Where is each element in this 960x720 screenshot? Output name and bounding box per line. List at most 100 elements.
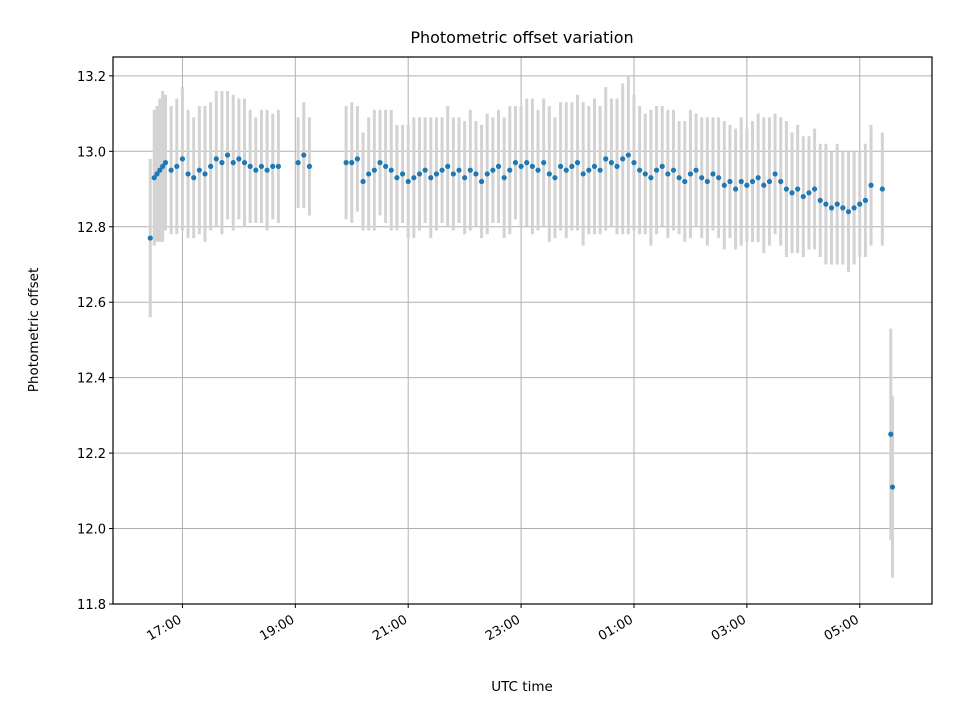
data-point bbox=[366, 171, 372, 177]
data-point bbox=[208, 163, 214, 169]
data-point bbox=[603, 156, 609, 162]
data-point bbox=[383, 163, 389, 169]
x-tick-label: 01:00 bbox=[596, 612, 636, 644]
data-point bbox=[462, 175, 468, 181]
data-point bbox=[817, 197, 823, 203]
data-point bbox=[857, 201, 863, 207]
data-point bbox=[241, 160, 248, 166]
data-point bbox=[518, 163, 524, 169]
data-point bbox=[478, 178, 485, 185]
data-point bbox=[557, 163, 564, 169]
data-point bbox=[738, 178, 744, 185]
data-point bbox=[772, 171, 778, 177]
data-point bbox=[264, 167, 270, 173]
data-point bbox=[529, 163, 535, 169]
data-point bbox=[456, 167, 462, 173]
x-axis-ticks: 17:00 19:00 21:00 23:00 01:00 03:00 05:00 bbox=[144, 604, 862, 644]
data-point bbox=[569, 163, 575, 169]
y-tick-label: 13.0 bbox=[77, 145, 106, 160]
data-point bbox=[727, 178, 733, 185]
data-point bbox=[755, 175, 761, 181]
data-point bbox=[749, 178, 756, 185]
data-point bbox=[168, 167, 174, 173]
data-point bbox=[806, 190, 812, 196]
y-tick-label: 12.4 bbox=[77, 372, 106, 387]
data-point bbox=[162, 160, 169, 166]
data-point bbox=[676, 175, 682, 181]
data-point bbox=[608, 160, 614, 166]
data-point bbox=[388, 167, 394, 173]
x-tick-label: 23:00 bbox=[483, 612, 523, 644]
x-tick-label: 19:00 bbox=[257, 612, 297, 644]
data-point bbox=[637, 167, 643, 173]
data-point bbox=[202, 171, 208, 177]
data-point bbox=[541, 160, 547, 166]
data-point bbox=[524, 160, 530, 166]
y-tick-label: 12.0 bbox=[77, 523, 106, 538]
data-point bbox=[682, 178, 688, 185]
data-point bbox=[253, 167, 259, 173]
y-axis-label: Photometric offset bbox=[26, 268, 42, 392]
data-point bbox=[761, 182, 767, 188]
data-point bbox=[473, 171, 479, 177]
data-point bbox=[665, 171, 671, 177]
data-point bbox=[174, 163, 180, 169]
data-point bbox=[699, 175, 705, 181]
data-point bbox=[789, 190, 795, 196]
data-point bbox=[377, 160, 383, 166]
data-point bbox=[732, 186, 739, 192]
data-point bbox=[247, 163, 253, 169]
data-point bbox=[501, 175, 507, 181]
data-point bbox=[422, 167, 428, 173]
data-point bbox=[467, 167, 473, 173]
data-point bbox=[154, 171, 160, 177]
data-point bbox=[710, 171, 716, 177]
data-point bbox=[301, 152, 307, 158]
plot-frame bbox=[112, 56, 933, 605]
data-point bbox=[704, 178, 710, 185]
data-point bbox=[354, 156, 361, 162]
data-point bbox=[648, 175, 654, 181]
data-point bbox=[450, 171, 456, 177]
data-point bbox=[160, 163, 166, 169]
data-point bbox=[834, 201, 840, 207]
data-point bbox=[888, 431, 894, 437]
data-point bbox=[783, 186, 789, 192]
data-point bbox=[620, 156, 626, 162]
data-point bbox=[147, 235, 153, 241]
data-point bbox=[840, 205, 846, 211]
data-point bbox=[631, 160, 637, 166]
data-point bbox=[151, 175, 157, 181]
data-point bbox=[845, 209, 852, 215]
data-point bbox=[862, 197, 868, 203]
data-point bbox=[868, 182, 874, 188]
data-point bbox=[490, 167, 496, 173]
data-point bbox=[879, 186, 885, 192]
data-point bbox=[236, 156, 242, 162]
x-tick-label: 05:00 bbox=[822, 612, 862, 644]
data-point bbox=[416, 171, 423, 177]
data-point bbox=[275, 163, 281, 169]
data-point bbox=[614, 163, 620, 169]
data-point bbox=[394, 175, 400, 181]
data-point bbox=[258, 163, 265, 169]
data-point bbox=[546, 171, 552, 177]
data-points bbox=[147, 152, 896, 490]
data-point bbox=[591, 163, 598, 169]
data-point bbox=[597, 167, 603, 173]
data-point bbox=[219, 160, 225, 166]
data-point bbox=[512, 160, 519, 166]
data-point bbox=[445, 163, 451, 169]
y-tick-label: 13.2 bbox=[77, 70, 106, 85]
data-point bbox=[563, 167, 569, 173]
y-tick-label: 12.2 bbox=[77, 447, 106, 462]
data-point bbox=[411, 175, 417, 181]
y-axis-ticks: 11.8 12.0 12.2 12.4 12.6 12.8 13.0 13.2 bbox=[77, 70, 113, 613]
data-point bbox=[653, 167, 660, 173]
data-point bbox=[185, 171, 191, 177]
data-point bbox=[343, 160, 349, 166]
data-point bbox=[439, 167, 445, 173]
x-tick-label: 21:00 bbox=[370, 612, 410, 644]
data-point bbox=[535, 167, 541, 173]
